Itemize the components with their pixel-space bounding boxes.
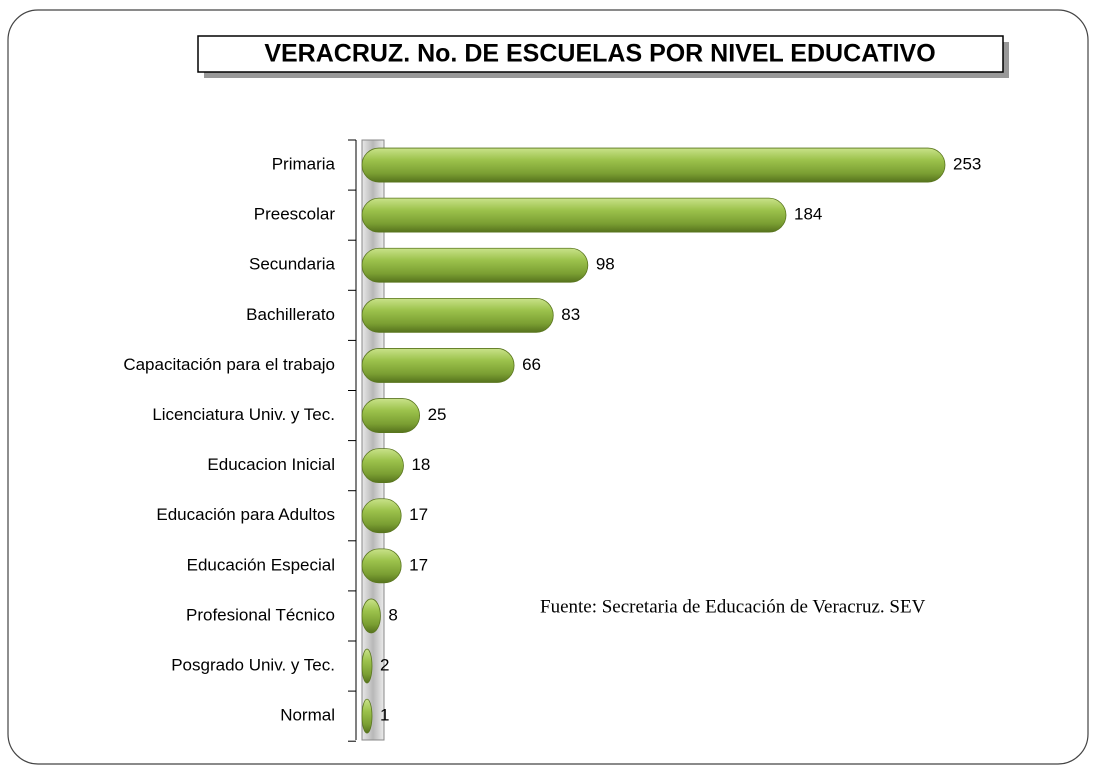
title-box xyxy=(197,35,1004,73)
value-label: 66 xyxy=(522,355,541,374)
category-label: Posgrado Univ. y Tec. xyxy=(171,656,335,675)
bar xyxy=(361,197,787,233)
chart-title: VERACRUZ. No. DE ESCUELAS POR NIVEL EDUC… xyxy=(264,40,935,68)
category-label: Profesional Técnico xyxy=(186,605,335,624)
category-label: Educación para Adultos xyxy=(156,505,335,524)
bar xyxy=(361,398,421,433)
source: Fuente: Secretaria de Educación de Verac… xyxy=(540,596,926,617)
bar xyxy=(361,448,404,484)
bar xyxy=(361,297,554,333)
category-label: Primaria xyxy=(272,155,336,174)
category-label: Normal xyxy=(280,706,335,725)
category-label: Capacitación para el trabajo xyxy=(123,355,335,374)
frame xyxy=(7,9,1089,765)
axis-wall xyxy=(361,139,385,741)
bar xyxy=(361,147,946,183)
category-label: Educacion Inicial xyxy=(207,455,335,474)
value-label: 17 xyxy=(409,505,428,524)
value-label: 184 xyxy=(794,205,822,224)
bar xyxy=(361,648,373,684)
value-label: 2 xyxy=(380,656,389,675)
category-label: Licenciatura Univ. y Tec. xyxy=(152,405,335,424)
value-label: 18 xyxy=(411,455,430,474)
value-label: 253 xyxy=(953,155,981,174)
bar xyxy=(361,598,381,634)
value-label: 1 xyxy=(380,706,389,725)
bar xyxy=(361,348,515,383)
category-label: Preescolar xyxy=(254,205,336,224)
bar xyxy=(361,247,589,283)
bar xyxy=(361,548,402,584)
value-label: 17 xyxy=(409,555,428,574)
value-label: 25 xyxy=(428,405,447,424)
category-label: Educación Especial xyxy=(187,555,335,574)
bar xyxy=(361,498,402,534)
value-label: 83 xyxy=(561,305,580,324)
category-label: Secundaria xyxy=(249,255,336,274)
value-label: 98 xyxy=(596,255,615,274)
category-label: Bachillerato xyxy=(246,305,335,324)
value-label: 8 xyxy=(388,605,397,624)
bar xyxy=(361,698,373,734)
